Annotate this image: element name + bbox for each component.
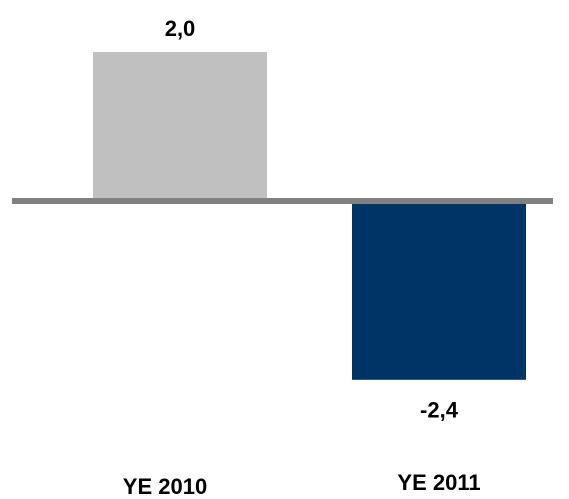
bar [352, 201, 526, 380]
value-label: -2,4 [420, 398, 459, 423]
zero-line [12, 198, 553, 204]
value-label: 2,0 [165, 16, 196, 41]
x-tick-label: YE 2010 [123, 474, 207, 499]
bar [93, 52, 267, 201]
x-tick-label: YE 2011 [397, 470, 480, 495]
